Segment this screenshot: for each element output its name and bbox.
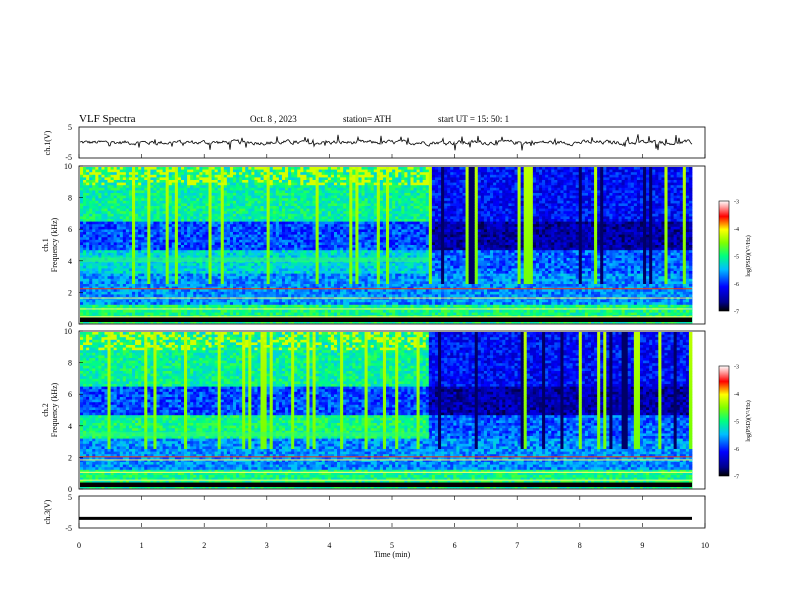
- ch3-ytick-top: 5: [68, 493, 72, 502]
- low-frequency-strip: [80, 318, 692, 322]
- ch1-ytick-top: 5: [68, 123, 72, 132]
- ch2-colorbar: [719, 366, 729, 476]
- colorbar-tick-label: -6: [734, 282, 739, 288]
- x-tick-label: 0: [77, 541, 81, 550]
- ch3-ylabel: ch.3(V): [43, 499, 52, 524]
- x-tick-label: 8: [578, 541, 582, 550]
- freq-tick-label: 6: [68, 390, 72, 399]
- colorbar-tick-label: -5: [734, 420, 739, 426]
- ch1-colorbar-label: log(PSD)(V²/Hz): [745, 235, 752, 276]
- x-tick-label: 7: [515, 541, 519, 550]
- ch1-channel-label: ch.1: [41, 238, 50, 252]
- x-tick-label: 1: [140, 541, 144, 550]
- freq-tick-label: 2: [68, 288, 72, 297]
- x-tick-label: 4: [327, 541, 331, 550]
- freq-tick-label: 10: [64, 327, 72, 336]
- freq-tick-label: 6: [68, 225, 72, 234]
- x-tick-label: 9: [640, 541, 644, 550]
- colorbar-tick-label: -3: [734, 365, 739, 371]
- freq-tick-label: 2: [68, 453, 72, 462]
- ch1-colorbar: [719, 201, 729, 311]
- freq-tick-label: 8: [68, 359, 72, 368]
- colorbar-tick-label: -7: [734, 475, 739, 481]
- x-tick-label: 2: [202, 541, 206, 550]
- vlf-figure: 5 -5 ch.1(V) 0 2 4 6 8 10 ch.1 Frequency (kHz…: [0, 0, 792, 612]
- emission-band: [80, 432, 430, 437]
- colorbar-tick-label: -3: [734, 200, 739, 206]
- freq-tick-label: 8: [68, 194, 72, 203]
- freq-tick-label: 4: [68, 257, 72, 266]
- freq-tick-label: 4: [68, 422, 72, 431]
- colorbar-tick-label: -4: [734, 227, 739, 233]
- ch3-ytick-bottom: -5: [65, 524, 72, 533]
- colorbar-tick-label: -6: [734, 447, 739, 453]
- freq-tick-label: 10: [64, 162, 72, 171]
- ch3-waveform-panel: 5 -5 ch.3(V): [43, 493, 705, 533]
- colorbar-tick-label: -7: [734, 310, 739, 316]
- ch1-freq-label: Frequency (kHz): [50, 217, 59, 272]
- ch2-colorbar-label: log(PSD)(V²/Hz): [745, 400, 752, 441]
- ch1-ylabel: ch.1(V): [43, 130, 52, 155]
- colorbar-tick-label: -5: [734, 255, 739, 261]
- ch1-waveform-panel: 5 -5 ch.1(V): [43, 123, 705, 162]
- emission-band: [80, 257, 430, 262]
- x-tick-label: 6: [453, 541, 457, 550]
- x-axis-label: Time (min): [374, 550, 411, 559]
- x-tick-label: 10: [701, 541, 709, 550]
- ch2-freq-label: Frequency (kHz): [50, 382, 59, 437]
- ch1-spectrogram-image: [80, 167, 692, 323]
- ch1-ytick-bottom: -5: [65, 153, 72, 162]
- x-tick-label: 5: [390, 541, 394, 550]
- x-tick-label: 3: [265, 541, 269, 550]
- ch2-channel-label: ch.2: [41, 403, 50, 417]
- ch2-spectrogram-image: [80, 332, 692, 488]
- low-frequency-strip: [80, 483, 692, 487]
- colorbar-tick-label: -4: [734, 392, 739, 398]
